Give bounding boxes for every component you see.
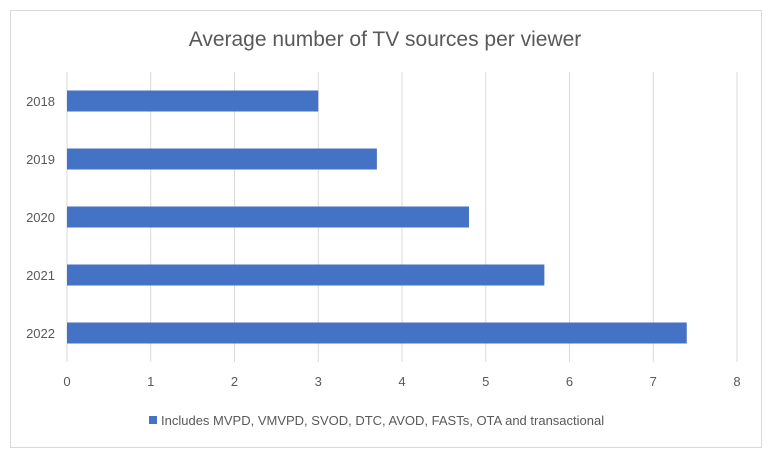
x-tick-label: 2 bbox=[231, 374, 238, 389]
y-tick-label: 2021 bbox=[26, 268, 55, 283]
x-axis-labels: 0 1 2 3 4 5 6 7 8 bbox=[63, 374, 740, 389]
x-tick-label: 3 bbox=[315, 374, 322, 389]
x-tick-label: 4 bbox=[398, 374, 405, 389]
bar-2021 bbox=[67, 264, 545, 286]
x-tick-label: 1 bbox=[147, 374, 154, 389]
x-tick-label: 7 bbox=[650, 374, 657, 389]
bar-2018 bbox=[67, 90, 319, 112]
y-tick-label: 2019 bbox=[26, 152, 55, 167]
bar-2022 bbox=[67, 322, 687, 344]
x-tick-label: 8 bbox=[733, 374, 740, 389]
x-tick-label: 6 bbox=[566, 374, 573, 389]
y-tick-label: 2020 bbox=[26, 210, 55, 225]
y-tick-label: 2018 bbox=[26, 94, 55, 109]
y-tick-label: 2022 bbox=[26, 326, 55, 341]
legend-swatch bbox=[149, 416, 157, 424]
x-tick-label: 5 bbox=[482, 374, 489, 389]
bar-2020 bbox=[67, 206, 469, 228]
gridlines bbox=[66, 72, 738, 362]
chart-title: Average number of TV sources per viewer bbox=[189, 28, 582, 51]
x-tick-label: 0 bbox=[63, 374, 70, 389]
chart-frame bbox=[10, 10, 762, 448]
bars bbox=[67, 90, 687, 344]
legend-label: Includes MVPD, VMVPD, SVOD, DTC, AVOD, F… bbox=[161, 413, 604, 428]
y-axis-labels: 2018 2019 2020 2021 2022 bbox=[26, 94, 55, 341]
bar-2019 bbox=[67, 148, 377, 170]
legend: Includes MVPD, VMVPD, SVOD, DTC, AVOD, F… bbox=[149, 413, 604, 428]
